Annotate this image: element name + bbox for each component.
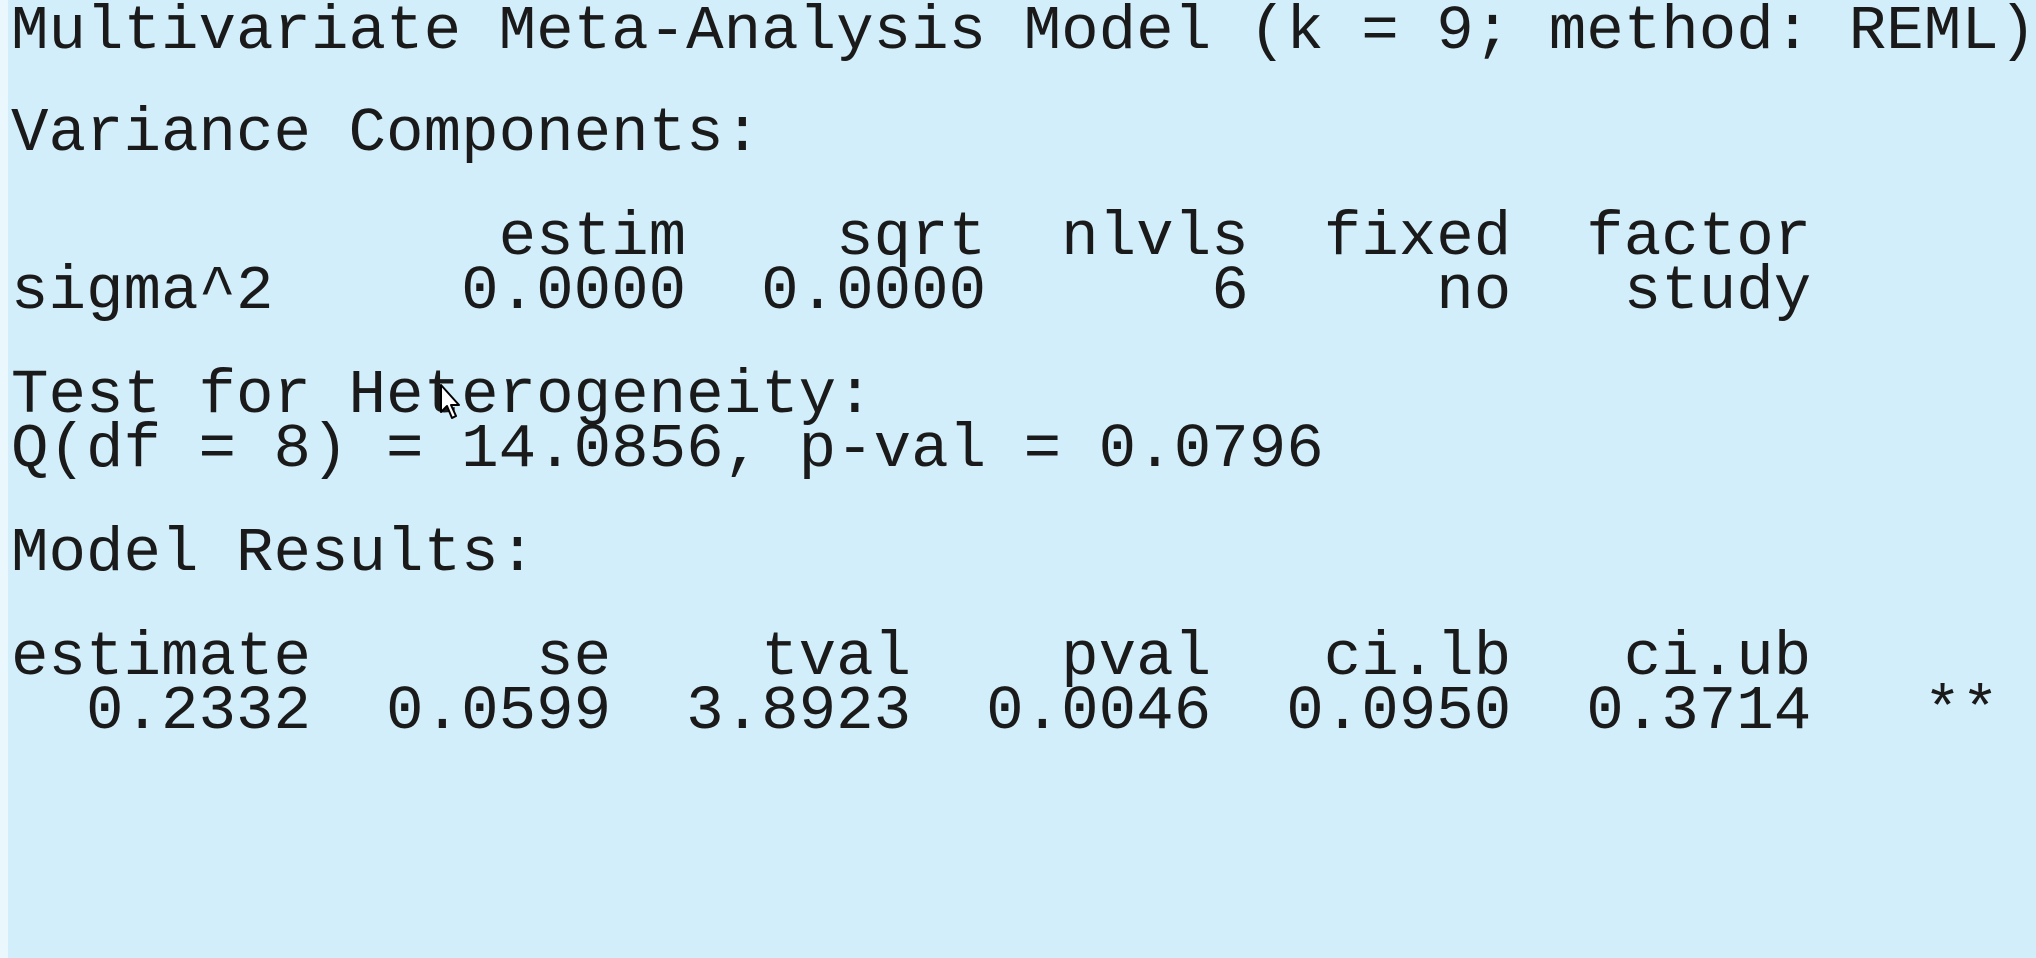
window-edge xyxy=(0,0,8,958)
variance-components-heading: Variance Components: xyxy=(11,98,762,169)
results-table-header: estimate se tval pval ci.lb ci.ub xyxy=(11,622,1812,693)
variance-table-row: sigma^2 0.0000 0.0000 6 no study xyxy=(11,256,1812,327)
heterogeneity-heading: Test for Heterogeneity: xyxy=(11,360,874,431)
results-table-row: 0.2332 0.0599 3.8923 0.0046 0.0950 0.371… xyxy=(11,676,1999,747)
mouse-pointer-icon xyxy=(440,384,460,419)
model-results-heading: Model Results: xyxy=(11,518,537,589)
heterogeneity-result: Q(df = 8) = 14.0856, p-val = 0.0796 xyxy=(11,414,1324,485)
model-title: Multivariate Meta-Analysis Model (k = 9;… xyxy=(11,0,2036,67)
variance-table-header: estim sqrt nlvls fixed factor xyxy=(11,202,1812,273)
